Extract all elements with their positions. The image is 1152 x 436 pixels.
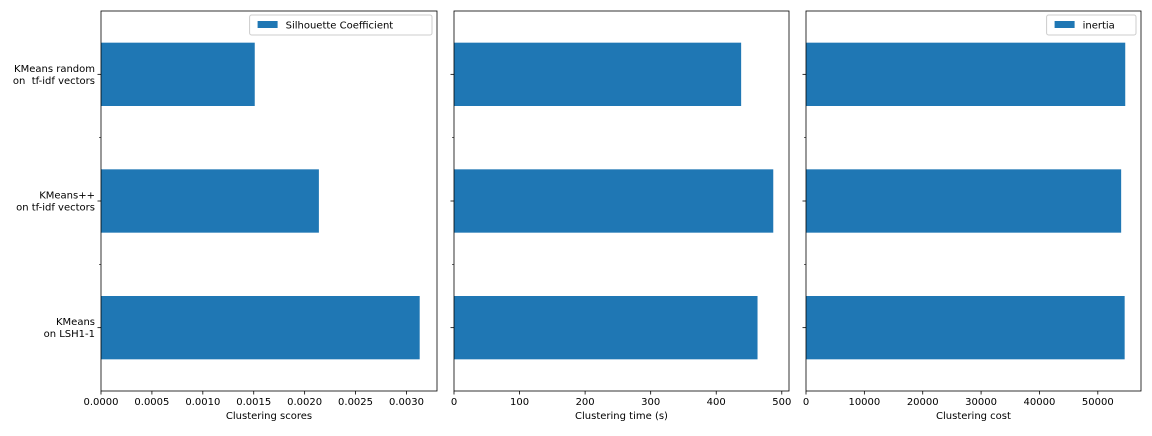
x-tick-label: 200 <box>576 397 595 408</box>
x-tick-label: 0.0030 <box>389 397 424 408</box>
x-axis-label: Clustering scores <box>226 411 312 422</box>
bar-2 <box>101 169 319 233</box>
x-tick-label: 0.0005 <box>134 397 169 408</box>
x-tick-label: 0 <box>803 397 809 408</box>
x-tick-label: 0.0015 <box>236 397 271 408</box>
x-tick-label: 500 <box>772 397 791 408</box>
x-tick-label: 400 <box>707 397 726 408</box>
legend-swatch <box>257 21 278 28</box>
x-tick-label: 0.0020 <box>287 397 322 408</box>
panel-2: 0 100 200 300 400 500 Clustering time (s) <box>450 10 791 422</box>
bar-1 <box>806 42 1126 106</box>
legend: inertia <box>1046 14 1137 36</box>
category-label: KMeans on LSH1-1 <box>44 317 95 340</box>
bar-2 <box>806 169 1122 233</box>
bar-3 <box>806 296 1125 360</box>
x-axis-label: Clustering time (s) <box>575 411 668 422</box>
legend-swatch <box>1054 21 1075 28</box>
bar-3 <box>101 296 420 360</box>
legend-box <box>1046 14 1137 36</box>
x-axis-label: Clustering cost <box>936 411 1011 422</box>
x-tick-label: 10000 <box>848 397 880 408</box>
x-tick-label: 0.0025 <box>338 397 373 408</box>
x-tick-label: 100 <box>510 397 529 408</box>
legend-box <box>249 14 433 36</box>
legend-label: inertia <box>1083 21 1115 32</box>
x-tick-label: 40000 <box>1024 397 1056 408</box>
panel-3: 0 10000 20000 30000 40000 50000 Clustering cos… <box>802 10 1142 422</box>
x-tick-label: 20000 <box>907 397 939 408</box>
x-tick-label: 30000 <box>965 397 997 408</box>
legend-label: Silhouette Coefficient <box>286 21 394 32</box>
category-label: KMeans random on tf-idf vectors <box>13 64 95 87</box>
x-tick-label: 0.0000 <box>84 397 119 408</box>
legend: Silhouette Coefficient <box>249 14 433 36</box>
bar-1 <box>101 42 255 106</box>
x-tick-label: 0.0010 <box>185 397 220 408</box>
x-tick-label: 0 <box>451 397 457 408</box>
panel-1: KMeans random on tf-idf vectors KMeans++ on… <box>13 10 438 422</box>
x-tick-label: 300 <box>641 397 660 408</box>
bar-1 <box>454 42 742 106</box>
bar-2 <box>454 169 774 233</box>
category-label: KMeans++ on tf-idf vectors <box>16 191 95 214</box>
bar-3 <box>454 296 758 360</box>
x-tick-label: 50000 <box>1082 397 1114 408</box>
